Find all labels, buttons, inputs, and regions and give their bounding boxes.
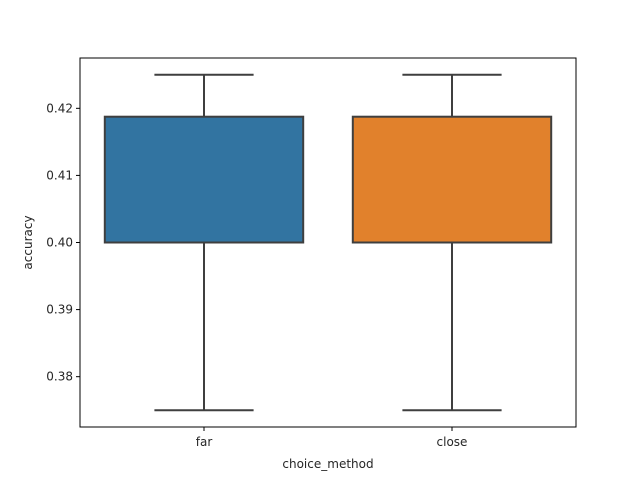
box-group-close xyxy=(351,73,553,412)
y-axis-ticks: 0.38 0.39 0.40 0.41 0.42 xyxy=(46,101,80,384)
box-group-far xyxy=(103,73,305,412)
y-axis-label: accuracy xyxy=(21,215,35,269)
x-axis-label: choice_method xyxy=(282,457,373,471)
box-far xyxy=(103,115,305,244)
y-tick-label: 0.41 xyxy=(46,168,73,182)
y-tick-label: 0.42 xyxy=(46,101,73,115)
box-close xyxy=(351,115,553,244)
y-tick-label: 0.39 xyxy=(46,303,73,317)
plot-area: 0.38 0.39 0.40 0.41 0.42 far close xyxy=(46,57,577,449)
x-tick-label: far xyxy=(196,435,213,449)
boxes-layer xyxy=(103,73,553,412)
y-tick-label: 0.38 xyxy=(46,370,73,384)
y-tick-label: 0.40 xyxy=(46,236,73,250)
x-tick-label: close xyxy=(437,435,468,449)
x-axis-ticks: far close xyxy=(196,427,468,449)
